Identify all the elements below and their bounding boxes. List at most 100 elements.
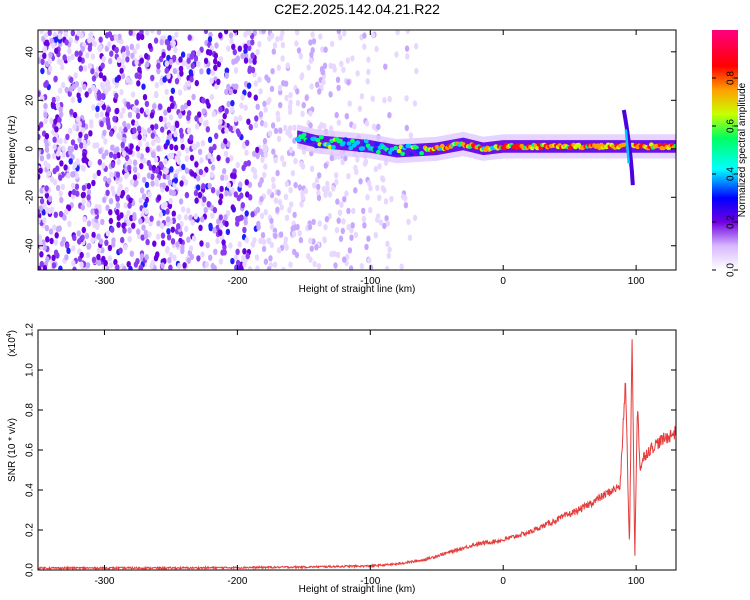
spectrogram-noise-cell <box>309 51 314 58</box>
spectrogram-noise-cell <box>273 157 278 164</box>
spectrogram-noise-cell <box>84 232 90 240</box>
spectrogram-noise-cell <box>140 33 145 41</box>
spectrogram-noise-cell <box>38 205 44 212</box>
spectrogram-noise-cell <box>347 100 352 107</box>
spectrogram-noise-cell <box>119 112 124 119</box>
spectrogram-noise-cell <box>210 156 215 163</box>
spectrogram-noise-cell <box>187 34 192 41</box>
spectrogram-noise-cell <box>261 238 267 246</box>
spectrogram-noise-cell <box>116 221 121 228</box>
spectrogram-noise-cell <box>228 88 233 95</box>
snr-background <box>38 330 676 570</box>
spectrogram-noise-cell <box>165 216 171 223</box>
spectrogram-noise-cell <box>142 157 147 164</box>
spectrogram-noise-cell <box>309 83 314 90</box>
spectrogram-noise-cell <box>165 173 171 180</box>
spectrogram-noise-cell <box>275 169 280 177</box>
spectrogram-noise-cell <box>127 164 132 172</box>
spectrogram-noise-cell <box>108 217 114 225</box>
spectrogram-noise-cell <box>190 219 195 226</box>
spectrogram-noise-cell <box>142 94 148 101</box>
spectrogram-noise-cell <box>255 48 260 56</box>
spectrogram-noise-cell <box>311 38 317 45</box>
spectrogram-noise-cell <box>101 162 106 169</box>
spectrogram-noise-cell <box>142 128 148 135</box>
spectrogram-noise-cell <box>166 44 172 51</box>
spectrogram-noise-cell <box>271 148 276 155</box>
spectrogram-noise-cell <box>53 239 58 246</box>
spectrogram-noise-cell <box>184 191 190 199</box>
spectrogram-noise-cell <box>215 237 220 245</box>
signal-cell <box>408 152 414 157</box>
spectrogram-noise-cell <box>55 225 61 233</box>
spectrogram-noise-cell <box>201 108 206 115</box>
spectrogram-noise-cell <box>193 213 198 220</box>
spectrogram-noise-cell <box>104 149 109 156</box>
spectrogram-noise-cell <box>346 79 351 86</box>
spectrogram-noise-cell <box>228 242 233 249</box>
spectrogram-noise-cell <box>292 211 297 219</box>
spectrogram-noise-cell <box>224 67 230 74</box>
spectrogram-noise-cell <box>70 30 76 37</box>
spectrogram-noise-cell <box>136 80 141 87</box>
spectrogram-noise-cell <box>96 90 102 97</box>
spectrogram-noise-cell <box>126 103 131 110</box>
spectrogram-noise-cell <box>171 217 176 224</box>
spectrogram-noise-cell <box>210 212 215 219</box>
spectrogram-noise-cell <box>70 182 76 189</box>
spectrogram-noise-cell <box>244 149 249 156</box>
spectrogram-noise-cell <box>72 124 77 131</box>
spectrogram-frame <box>37 29 677 271</box>
spectrogram-noise-cell <box>226 182 231 189</box>
spectrogram-noise-cell <box>84 91 89 98</box>
spectrogram-noise-cell <box>206 102 211 109</box>
spectrogram-noise-cell <box>164 60 170 67</box>
spectrogram-noise-cell <box>278 127 283 134</box>
spectrogram-noise-cell <box>68 85 74 93</box>
spectrogram-noise-cell <box>363 158 369 165</box>
spectrogram-noise-cell <box>60 63 65 71</box>
spectrogram-noise-cell <box>63 31 68 38</box>
spectrogram-noise-cell <box>341 218 346 225</box>
spectrogram-noise-cell <box>235 259 241 267</box>
spectrogram-noise-cell <box>259 212 265 220</box>
spectrogram-noise-cell <box>299 161 304 168</box>
spectrogram-noise-cell <box>68 127 73 135</box>
spectrogram-noise-cell <box>188 214 193 221</box>
spectrogram-noise-cell <box>52 144 57 151</box>
spectrogram-noise-cell <box>270 68 275 75</box>
spectrogram-noise-cell <box>218 198 223 206</box>
spectrogram-noise-cell <box>102 75 107 82</box>
spectrogram-noise-cell <box>51 96 57 104</box>
y-tick-label: 0.6 <box>25 443 36 457</box>
spectrogram-noise-cell <box>264 74 269 81</box>
spectrogram-noise-cell <box>297 184 303 191</box>
spectrogram-noise-cell <box>266 188 272 196</box>
spectrogram-noise-cell <box>80 45 86 53</box>
spectrogram-noise-cell <box>132 133 137 140</box>
spectrogram-noise-cell <box>247 65 253 72</box>
spectrogram-noise-cell <box>327 191 333 198</box>
spectrogram-noise-cell <box>224 127 229 134</box>
spectrogram-noise-cell <box>336 119 341 126</box>
spectrogram-noise-cell <box>89 31 94 38</box>
signal-cell <box>374 141 380 146</box>
spectrogram-noise-cell <box>180 143 185 151</box>
spectrogram-noise-cell <box>123 244 128 251</box>
spectrogram-noise-cell <box>191 235 197 242</box>
spectrogram-noise-cell <box>94 203 99 211</box>
spectrogram-noise-cell <box>87 87 93 95</box>
spectrogram-noise-cell <box>190 50 196 57</box>
x-tick-label: -100 <box>360 576 380 587</box>
spectrogram-noise-cell <box>103 175 108 183</box>
x-tick-label: 0 <box>500 576 506 587</box>
spectrogram-noise-cell <box>207 136 213 143</box>
spectrogram-noise-cell <box>242 261 247 268</box>
spectrogram-noise-cell <box>58 174 63 181</box>
spectrogram-noise-cell <box>42 264 48 270</box>
spectrogram-noise-cell <box>281 266 286 270</box>
spectrogram-noise-cell <box>82 152 87 159</box>
spectrogram-noise-cell <box>255 146 260 154</box>
spectrogram-noise-cell <box>131 119 136 126</box>
signal-cell <box>400 151 405 156</box>
